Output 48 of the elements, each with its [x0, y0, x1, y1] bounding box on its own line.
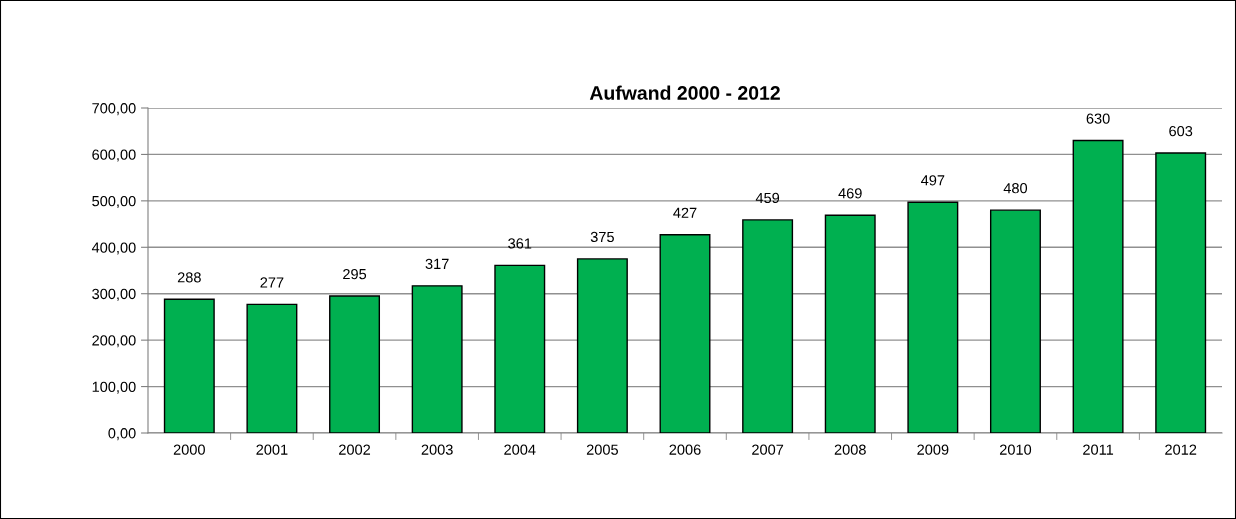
bar	[246, 303, 298, 433]
bar	[411, 285, 463, 433]
bar	[989, 209, 1041, 433]
x-tick-label: 2011	[1083, 444, 1114, 455]
x-tick-label: 2005	[586, 444, 618, 455]
bar	[494, 264, 546, 433]
bar	[1155, 152, 1207, 433]
y-tick-label: 600,00	[92, 149, 136, 162]
data-label: 603	[1169, 125, 1193, 137]
bar	[907, 201, 959, 433]
x-tick-label: 2007	[752, 444, 784, 455]
x-tick-label: 2001	[256, 444, 288, 455]
bar	[742, 219, 794, 433]
y-tick-label: 200,00	[92, 335, 136, 348]
data-label: 277	[260, 277, 284, 288]
data-label: 288	[177, 272, 201, 283]
data-label: 630	[1086, 113, 1110, 124]
bar	[1072, 139, 1124, 433]
x-tick-label: 2000	[173, 444, 205, 455]
x-tick-label: 2004	[504, 444, 536, 455]
bar	[824, 214, 876, 433]
data-label: 459	[755, 192, 780, 204]
data-label: 317	[425, 258, 449, 270]
x-tick-label: 2010	[999, 444, 1032, 455]
data-label: 375	[590, 231, 614, 243]
y-tick-label: 0,00	[108, 428, 136, 441]
data-label: 469	[838, 188, 862, 199]
y-tick-label: 500,00	[92, 195, 136, 209]
data-label: 480	[1003, 183, 1028, 194]
y-tick-label: 300,00	[92, 288, 136, 301]
x-tick-label: 2009	[917, 444, 949, 455]
bar	[576, 258, 628, 433]
data-label: 497	[921, 175, 945, 186]
y-tick-label: 700,00	[92, 103, 136, 116]
y-tick-label: 100,00	[92, 381, 136, 394]
x-tick-label: 2012	[1165, 444, 1197, 455]
data-label: 295	[343, 268, 367, 280]
x-tick-label: 2008	[834, 444, 866, 455]
x-tick-label: 2003	[421, 444, 453, 455]
bar	[163, 298, 215, 433]
y-tick-label: 400,00	[91, 242, 136, 255]
data-label: 427	[673, 207, 697, 218]
x-tick-label: 2006	[669, 444, 701, 455]
bar	[329, 295, 381, 433]
data-label: 361	[508, 238, 532, 249]
chart-title: Aufwand 2000 - 2012	[589, 85, 780, 100]
x-tick-label: 2002	[339, 444, 371, 455]
bar	[659, 234, 711, 433]
